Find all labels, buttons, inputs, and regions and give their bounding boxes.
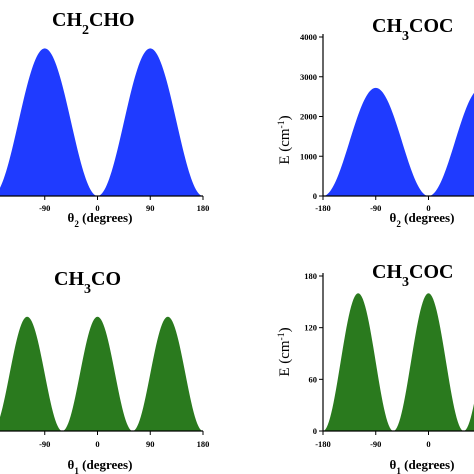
x-tick-label: -90 — [39, 439, 50, 449]
x-tick-label: 0 — [95, 439, 99, 449]
x-tick-label: 180 — [197, 203, 210, 213]
x-axis-label-part: (degrees) — [401, 210, 455, 225]
x-tick-label: -90 — [370, 439, 381, 449]
x-axis-label-part: 2 — [74, 219, 79, 229]
x-tick-label: 90 — [146, 439, 155, 449]
x-axis-label: θ1 (degrees) — [68, 457, 133, 474]
x-axis-label-part: θ — [68, 457, 75, 472]
chart-title-part: COC — [409, 15, 453, 37]
chart-title-part: CH — [54, 268, 84, 290]
y-tick-label: 120 — [304, 323, 317, 333]
chart-title-part: CH — [52, 9, 82, 31]
energy-area-series — [323, 87, 474, 196]
y-axis-label: E (cm-1) — [276, 327, 294, 376]
x-tick-label: -180 — [315, 203, 331, 213]
x-axis-label: θ1 (degrees) — [390, 457, 455, 474]
y-tick-label: 60 — [309, 374, 318, 384]
x-axis-label-part: (degrees) — [401, 457, 455, 472]
x-axis-label-part: θ — [390, 457, 397, 472]
chart-title-part: CH — [372, 261, 402, 283]
y-axis-label-part: -1 — [276, 332, 287, 340]
x-axis-label-part: (degrees) — [79, 210, 133, 225]
chart-title: CH3COC — [372, 15, 453, 44]
x-tick-label: 90 — [146, 203, 155, 213]
x-axis-label-part: 1 — [396, 466, 401, 474]
y-tick-label: 180 — [304, 271, 317, 281]
y-tick-label: 0 — [313, 426, 317, 436]
y-axis-label-part: E (cm — [277, 340, 293, 377]
chart-title-part: 2 — [82, 23, 89, 38]
x-tick-label: 180 — [197, 439, 210, 449]
x-axis-label-part: 2 — [396, 219, 401, 229]
x-tick-label: 0 — [426, 203, 430, 213]
x-axis-label: θ2 (degrees) — [390, 210, 455, 229]
chart-title-part: CO — [91, 268, 121, 290]
y-axis-label-part: ) — [277, 115, 293, 120]
panel-ch3coc-theta1: CH3COC -180 -90 0 θ1 (degrees) 0 60 120 180 E (cm… — [276, 261, 474, 474]
y-axis-label-part: E (cm — [277, 128, 293, 165]
x-tick-label: -90 — [39, 203, 50, 213]
chart-title-part: CHO — [89, 9, 135, 31]
panel-ch3coc-theta2: CH3COC-180 -90 0θ2 (degrees)01000200030004… — [276, 15, 474, 229]
chart-title-part: COC — [409, 261, 453, 283]
x-axis-label-part: 1 — [74, 466, 79, 474]
x-tick-label: -180 — [315, 439, 331, 449]
energy-area-series — [0, 316, 203, 431]
y-tick-label: 1000 — [300, 151, 317, 161]
x-tick-label: 0 — [426, 439, 430, 449]
chart-title-part: 3 — [84, 282, 91, 297]
x-axis-label: θ2 (degrees) — [68, 210, 133, 229]
chart-title-part: CH — [372, 15, 402, 37]
energy-area-series — [0, 48, 203, 196]
y-tick-label: 2000 — [300, 112, 317, 122]
panel-ch3co-theta1: CH3CO -90 0 90 180 θ1 (degrees) — [0, 268, 209, 474]
chart-title: CH3CO — [54, 268, 121, 297]
x-axis-label-part: (degrees) — [79, 457, 133, 472]
y-tick-label: 3000 — [300, 72, 317, 82]
x-tick-label: -90 — [370, 203, 381, 213]
y-axis-label-part: -1 — [276, 120, 287, 128]
energy-area-series — [323, 293, 474, 431]
y-axis-label-part: ) — [277, 327, 293, 332]
y-tick-label: 0 — [313, 191, 317, 201]
x-axis-label-part: θ — [390, 210, 397, 225]
x-axis-label-part: θ — [68, 210, 75, 225]
chart-title: CH2CHO — [52, 9, 135, 38]
x-tick-label: 0 — [95, 203, 99, 213]
y-tick-label: 4000 — [300, 32, 317, 42]
chart-title-part: 3 — [402, 29, 409, 44]
y-axis-label: E (cm-1) — [276, 115, 294, 164]
chart-title: CH3COC — [372, 261, 453, 290]
chart-title-part: 3 — [402, 275, 409, 290]
